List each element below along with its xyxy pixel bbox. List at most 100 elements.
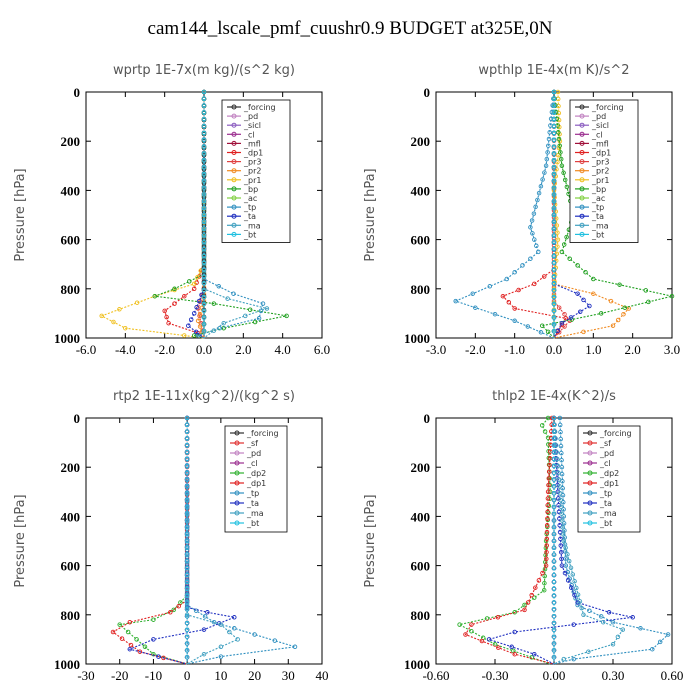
- data-point-tp: [218, 654, 224, 659]
- data-point-forcing: [201, 258, 207, 263]
- data-point-bt: [184, 497, 190, 503]
- data-point-bt: [201, 246, 207, 252]
- data-point-tp: [538, 330, 544, 335]
- data-point-ta: [193, 329, 199, 335]
- data-point-ta: [557, 529, 563, 535]
- series-line-ma: [553, 417, 624, 665]
- data-point-forcing: [201, 251, 207, 256]
- data-point-ma: [553, 436, 558, 441]
- legend-entry-forcing: _forcing: [243, 103, 276, 112]
- data-point-bp: [622, 305, 628, 310]
- data-point-bt: [201, 260, 207, 266]
- data-point-dp1: [546, 469, 552, 474]
- data-point-dp2: [134, 637, 139, 642]
- data-point-bp: [562, 177, 568, 183]
- data-point-pr1: [555, 153, 561, 158]
- data-point-tp: [542, 170, 547, 175]
- data-point-ta: [486, 637, 492, 642]
- data-point-ta: [558, 549, 564, 555]
- data-point-bt: [551, 308, 557, 313]
- data-point-tp: [557, 415, 563, 421]
- data-point-bt: [551, 322, 557, 327]
- data-point-tp: [492, 311, 498, 317]
- x-tick-label: 30: [282, 668, 295, 683]
- y-tick-label: 1000: [404, 657, 430, 672]
- y-tick-label: 400: [411, 183, 431, 198]
- legend-entry-ac: _ac: [243, 194, 257, 203]
- data-point-bt: [551, 586, 557, 592]
- legend-marker-pr2: [231, 168, 237, 174]
- data-point-dp2: [543, 545, 549, 551]
- data-point-ma: [559, 511, 564, 516]
- legend-entry-mfl: _mfl: [243, 139, 261, 148]
- data-point-dp2: [546, 510, 551, 516]
- data-point-bt: [201, 110, 207, 115]
- data-point-bt: [551, 171, 557, 177]
- data-point-bt: [551, 511, 557, 516]
- legend-entry-pr2: _pr2: [591, 167, 609, 176]
- x-tick-label: -10: [145, 668, 162, 683]
- data-point-dp1: [176, 603, 181, 609]
- data-point-bp: [564, 184, 570, 190]
- data-point-dp2: [522, 602, 527, 608]
- data-point-bt: [551, 226, 557, 231]
- data-point-bt: [551, 620, 557, 626]
- data-point-dp1: [128, 642, 134, 648]
- data-point-tp: [560, 486, 565, 491]
- data-point-bt: [551, 422, 557, 428]
- data-point-ma: [577, 599, 583, 604]
- series-line-pr3: [553, 92, 571, 339]
- data-point-ta: [557, 523, 562, 528]
- legend-entry-pd: _pd: [246, 449, 261, 458]
- data-point-dp1: [512, 306, 517, 311]
- legend-marker-ma: [231, 222, 237, 228]
- data-point-tp: [193, 608, 199, 613]
- data-point-bt: [201, 240, 207, 245]
- data-point-bt: [201, 281, 207, 286]
- x-tick-label: 3.0: [664, 342, 680, 357]
- data-point-pr1: [555, 230, 560, 235]
- legend-marker-sicl: [579, 122, 585, 128]
- data-point-pr2: [610, 323, 616, 328]
- y-tick-label: 0: [74, 85, 81, 100]
- data-point-ta: [558, 536, 563, 542]
- legend-marker-ta: [579, 213, 585, 219]
- data-point-bt: [551, 607, 557, 612]
- data-point-bt: [184, 477, 190, 482]
- data-point-pr1: [111, 319, 116, 325]
- data-point-bt: [184, 490, 190, 496]
- y-tick-label: 200: [61, 460, 81, 475]
- data-point-bt: [201, 158, 207, 163]
- data-point-bt: [551, 178, 557, 184]
- x-tick-label: 4.0: [275, 342, 291, 357]
- series-line-pr2: [197, 92, 205, 339]
- data-point-dp1: [547, 462, 552, 468]
- legend-marker-bp: [231, 186, 237, 192]
- legend-entry-sf: _sf: [246, 439, 258, 448]
- y-tick-label: 0: [74, 411, 81, 426]
- data-point-bt: [551, 525, 557, 530]
- data-point-dp1: [545, 496, 551, 501]
- data-point-bt: [551, 429, 557, 434]
- data-point-ma: [558, 497, 563, 503]
- data-point-ma: [221, 320, 226, 326]
- data-point-ta: [191, 311, 197, 316]
- data-point-pr1: [123, 325, 128, 331]
- data-point-ma: [557, 490, 563, 496]
- data-point-forcing: [201, 286, 207, 292]
- data-point-dp2: [539, 423, 545, 428]
- data-point-bp: [252, 319, 258, 325]
- data-point-dp1: [544, 536, 550, 542]
- data-point-dp1: [525, 600, 531, 605]
- data-point-bt: [201, 226, 207, 231]
- data-point-bt: [184, 559, 190, 564]
- y-tick-label: 800: [411, 608, 431, 623]
- legend-entry-ta: _ta: [599, 499, 612, 508]
- data-point-bp: [554, 116, 560, 122]
- data-point-ta: [575, 291, 580, 296]
- data-point-bt: [551, 123, 557, 129]
- data-point-bt: [551, 648, 557, 653]
- data-point-dp1: [547, 456, 553, 461]
- data-point-bt: [551, 205, 557, 211]
- data-point-ta: [205, 610, 210, 615]
